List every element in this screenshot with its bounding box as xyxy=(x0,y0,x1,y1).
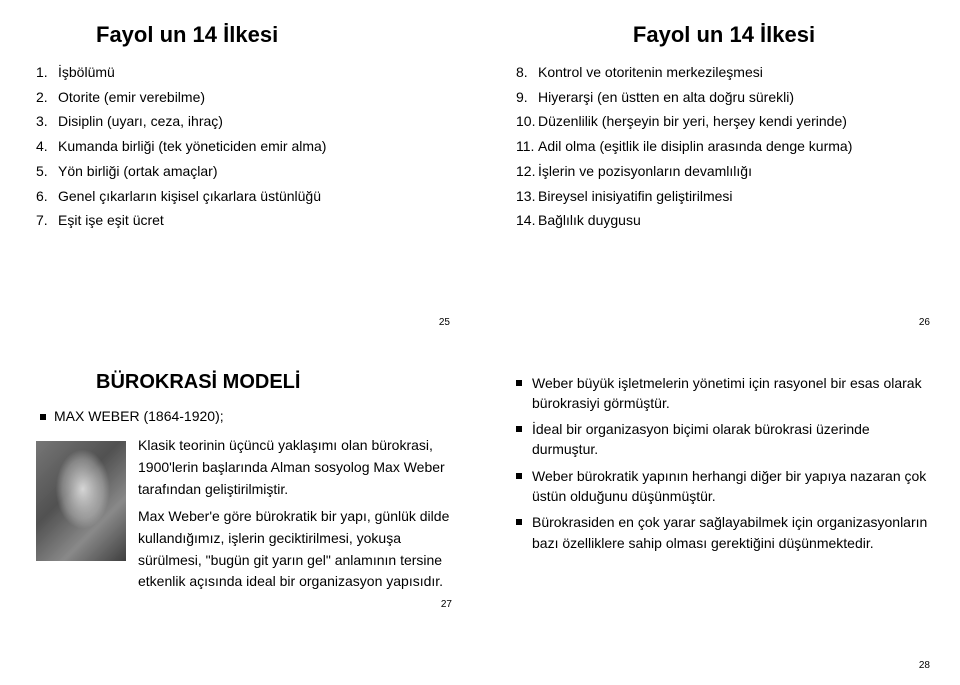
item-index: 13. xyxy=(516,186,538,208)
item-index: 2. xyxy=(36,87,58,109)
paragraph-1: Klasik teorinin üçüncü yaklaşımı olan bü… xyxy=(138,435,452,500)
list-item: 14.Bağlılık duygusu xyxy=(516,210,932,232)
page-number: 27 xyxy=(441,597,452,613)
slide-27: BÜROKRASİ MODELİ MAX WEBER (1864-1920); … xyxy=(0,343,480,685)
list-item: Bürokrasiden en çok yarar sağlayabilmek … xyxy=(516,512,932,553)
list-item: 6.Genel çıkarların kişisel çıkarlara üst… xyxy=(36,186,452,208)
list-item: 8.Kontrol ve otoritenin merkezileşmesi xyxy=(516,62,932,84)
item-index: 9. xyxy=(516,87,538,109)
list-item: 10.Düzenlilik (herşeyin bir yeri, herşey… xyxy=(516,111,932,133)
list-item: 1.İşbölümü xyxy=(36,62,452,84)
principles-list-8-14: 8.Kontrol ve otoritenin merkezileşmesi 9… xyxy=(516,62,932,232)
page-number: 26 xyxy=(919,315,930,331)
item-text: Düzenlilik (herşeyin bir yeri, herşey ke… xyxy=(538,113,847,129)
list-item: 9.Hiyerarşi (en üstten en alta doğru sür… xyxy=(516,87,932,109)
item-text: Otorite (emir verebilme) xyxy=(58,89,205,105)
item-index: 8. xyxy=(516,62,538,84)
item-index: 14. xyxy=(516,210,538,232)
item-index: 11. xyxy=(516,136,538,158)
list-item: 7.Eşit işe eşit ücret xyxy=(36,210,452,232)
item-text: Genel çıkarların kişisel çıkarlara üstün… xyxy=(58,188,321,204)
item-index: 3. xyxy=(36,111,58,133)
principles-list-1-7: 1.İşbölümü 2.Otorite (emir verebilme) 3.… xyxy=(36,62,452,232)
item-text: Eşit işe eşit ücret xyxy=(58,212,164,228)
list-item: 3.Disiplin (uyarı, ceza, ihraç) xyxy=(36,111,452,133)
item-text: Disiplin (uyarı, ceza, ihraç) xyxy=(58,113,223,129)
slide-title: Fayol un 14 İlkesi xyxy=(96,18,452,52)
weber-photo xyxy=(36,441,126,561)
list-item: 11.Adil olma (eşitlik ile disiplin arası… xyxy=(516,136,932,158)
item-index: 4. xyxy=(36,136,58,158)
item-index: 7. xyxy=(36,210,58,232)
item-text: İşbölümü xyxy=(58,64,115,80)
page-number: 25 xyxy=(439,315,450,331)
slide-26: Fayol un 14 İlkesi 8.Kontrol ve otoriten… xyxy=(480,0,960,343)
slide-title: Fayol un 14 İlkesi xyxy=(516,18,932,52)
list-item: 2.Otorite (emir verebilme) xyxy=(36,87,452,109)
slide-25: Fayol un 14 İlkesi 1.İşbölümü 2.Otorite … xyxy=(0,0,480,343)
slide-subtitle: MAX WEBER (1864-1920); xyxy=(40,406,452,428)
slide-title: BÜROKRASİ MODELİ xyxy=(96,367,452,398)
list-item: İdeal bir organizasyon biçimi olarak bür… xyxy=(516,419,932,460)
item-index: 10. xyxy=(516,111,538,133)
paragraph-2-text: Max Weber'e göre bürokratik bir yapı, gü… xyxy=(138,508,449,589)
item-index: 6. xyxy=(36,186,58,208)
item-text: Hiyerarşi (en üstten en alta doğru sürek… xyxy=(538,89,794,105)
page-number: 28 xyxy=(919,658,930,674)
item-text: İşlerin ve pozisyonların devamlılığı xyxy=(538,163,752,179)
list-item: Weber bürokratik yapının herhangi diğer … xyxy=(516,466,932,507)
list-item: 5.Yön birliği (ortak amaçlar) xyxy=(36,161,452,183)
weber-text: Klasik teorinin üçüncü yaklaşımı olan bü… xyxy=(138,435,452,612)
weber-block: Klasik teorinin üçüncü yaklaşımı olan bü… xyxy=(36,435,452,612)
list-item: 13.Bireysel inisiyatifin geliştirilmesi xyxy=(516,186,932,208)
slide-28: Weber büyük işletmelerin yönetimi için r… xyxy=(480,343,960,685)
weber-bullets: Weber büyük işletmelerin yönetimi için r… xyxy=(516,373,932,553)
item-text: Bağlılık duygusu xyxy=(538,212,641,228)
item-text: Kumanda birliği (tek yöneticiden emir al… xyxy=(58,138,326,154)
list-item: 12.İşlerin ve pozisyonların devamlılığı xyxy=(516,161,932,183)
item-index: 1. xyxy=(36,62,58,84)
item-index: 5. xyxy=(36,161,58,183)
paragraph-2: Max Weber'e göre bürokratik bir yapı, gü… xyxy=(138,506,452,593)
item-text: Bireysel inisiyatifin geliştirilmesi xyxy=(538,188,733,204)
item-index: 12. xyxy=(516,161,538,183)
item-text: Adil olma (eşitlik ile disiplin arasında… xyxy=(538,138,852,154)
list-item: Weber büyük işletmelerin yönetimi için r… xyxy=(516,373,932,414)
item-text: Yön birliği (ortak amaçlar) xyxy=(58,163,218,179)
list-item: 4.Kumanda birliği (tek yöneticiden emir … xyxy=(36,136,452,158)
item-text: Kontrol ve otoritenin merkezileşmesi xyxy=(538,64,763,80)
